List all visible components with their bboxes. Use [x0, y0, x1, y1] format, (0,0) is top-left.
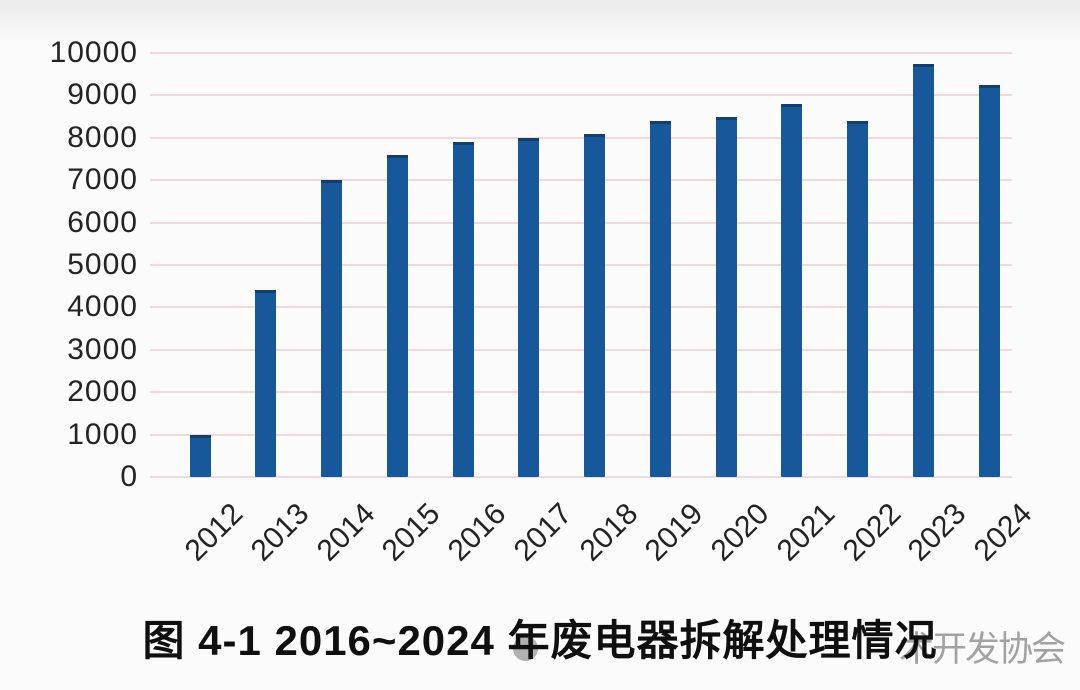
- y-axis-tick-label: 5000: [67, 248, 138, 281]
- gridline-y-10000: [150, 52, 1012, 54]
- bar-2017: [518, 137, 540, 477]
- y-axis-tick-label: 3000: [67, 332, 138, 366]
- bar-2022: [847, 120, 868, 477]
- x-axis-tick-label-2013: 2013: [244, 497, 316, 568]
- x-axis-tick-label-2023: 2023: [902, 497, 973, 568]
- bar-2016: [452, 142, 474, 477]
- x-axis-tick-label-2017: 2017: [507, 497, 579, 568]
- y-axis-tick-label: 10000: [49, 36, 138, 69]
- y-axis-tick-label: 6000: [67, 205, 138, 239]
- bar-2023: [912, 63, 934, 477]
- bar-2024: [978, 84, 1000, 477]
- bar-2015: [386, 154, 408, 477]
- figure-caption: 图 4-1 2016~2024 年废电器拆解处理情况: [142, 617, 938, 664]
- y-axis-tick-label: 7000: [67, 163, 138, 197]
- watermark-logo-icon: [513, 636, 538, 661]
- bar-2019: [649, 120, 671, 477]
- gridline-y-1000: [150, 433, 1012, 436]
- gridline-y-7000: [150, 179, 1012, 182]
- gridline-y-5000: [150, 264, 1012, 266]
- x-axis-tick-label-2022: 2022: [836, 497, 907, 568]
- y-axis-tick-label: 2000: [67, 375, 138, 409]
- x-axis-tick-label-2014: 2014: [310, 497, 381, 568]
- x-axis-tick-label-2024: 2024: [967, 497, 1039, 568]
- bar-2020: [715, 116, 737, 477]
- y-axis-tick-label: 1000: [67, 417, 138, 451]
- y-axis-tick-label: 4000: [67, 290, 138, 324]
- x-axis-tick-label-2012: 2012: [178, 497, 250, 568]
- x-axis-tick-label-2020: 2020: [704, 497, 776, 568]
- y-axis-tick-label: 0: [120, 460, 138, 493]
- x-axis-tick-label-2016: 2016: [441, 497, 513, 568]
- y-axis-tick-label: 8000: [67, 120, 138, 154]
- gridline-y-4000: [150, 306, 1012, 309]
- y-axis-tick-label: 9000: [67, 78, 138, 112]
- gridline-y-0: [150, 476, 1012, 478]
- gridline-y-8000: [150, 136, 1012, 139]
- gridline-y-2000: [150, 391, 1012, 394]
- gridline-y-6000: [150, 221, 1012, 224]
- x-axis-tick-label-2015: 2015: [376, 497, 447, 568]
- watermark-text: 术开发协会: [899, 630, 1066, 669]
- gridline-y-3000: [150, 348, 1012, 351]
- bar-2021: [781, 103, 803, 477]
- bar-2012: [189, 434, 211, 477]
- x-axis-tick-label-2019: 2019: [639, 497, 710, 568]
- bar-2014: [321, 180, 342, 477]
- x-axis-tick-label-2018: 2018: [573, 497, 644, 568]
- bar-2018: [584, 133, 605, 477]
- x-axis-tick-label-2021: 2021: [770, 497, 842, 568]
- bar-2013: [255, 290, 277, 477]
- gridline-y-9000: [150, 94, 1012, 97]
